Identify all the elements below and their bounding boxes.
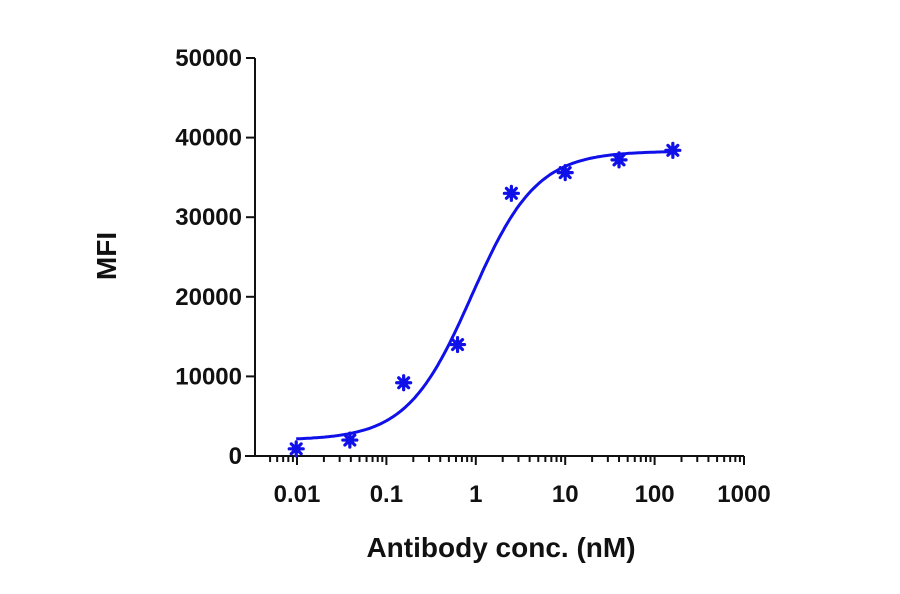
x-tick-label: 0.1 — [370, 481, 403, 508]
data-points — [287, 141, 682, 458]
fit-curve — [296, 150, 673, 441]
x-tick-label: 100 — [635, 481, 675, 508]
data-point — [502, 184, 520, 202]
y-tick-label: 0 — [229, 443, 242, 470]
x-tick-label: 1 — [469, 481, 482, 508]
y-tick-label: 10000 — [175, 363, 242, 390]
x-tick-label: 1000 — [717, 481, 770, 508]
x-axis-title: Antibody conc. (nM) — [366, 532, 635, 563]
data-point — [556, 164, 574, 182]
y-tick-label: 50000 — [175, 45, 242, 72]
data-point — [395, 374, 413, 392]
y-axis-title: MFI — [91, 232, 122, 280]
y-tick-label: 20000 — [175, 284, 242, 311]
y-tick-label: 30000 — [175, 204, 242, 231]
x-axis: 0.01 0.1 1 10 100 1000 — [245, 455, 771, 508]
data-point — [664, 141, 682, 159]
x-tick-label: 10 — [552, 481, 579, 508]
data-point — [448, 335, 467, 354]
x-tick-label: 0.01 — [274, 481, 321, 508]
y-tick-label: 40000 — [175, 125, 242, 152]
y-axis: 0 10000 20000 30000 40000 50000 — [175, 45, 256, 470]
data-point — [341, 431, 359, 449]
data-point — [287, 440, 305, 458]
data-point — [610, 151, 628, 169]
